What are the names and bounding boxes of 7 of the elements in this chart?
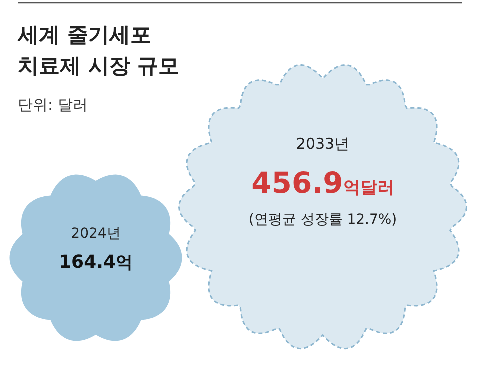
data-label: 456.9억달러 — [252, 166, 394, 200]
category-label: 2024년 — [71, 226, 121, 242]
text: 세계 줄기세포 치료제 시장 규모 — [18, 22, 181, 80]
text: 단위: 달러 — [18, 96, 88, 115]
text: (연평균 성장률 12.7%) — [248, 212, 398, 228]
data-label: 164.4억 — [59, 252, 133, 273]
category-label: 2033년 — [296, 135, 350, 153]
